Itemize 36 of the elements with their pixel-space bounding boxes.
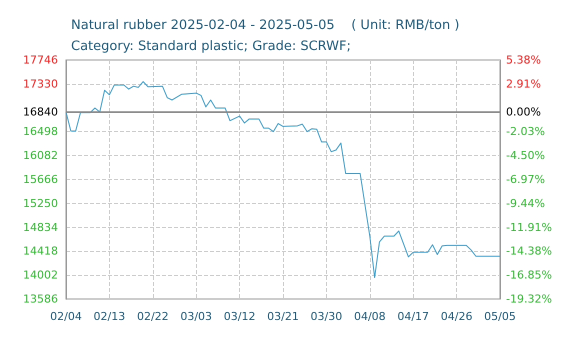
- y-tick-label: 16082: [23, 149, 58, 162]
- y2-tick-label: -9.44%: [506, 196, 545, 210]
- line-series: [66, 81, 500, 278]
- y2-tick-label: -6.97%: [506, 173, 545, 186]
- y-tick-label: 17746: [23, 54, 58, 66]
- y2-tick-label: 0.00%: [506, 106, 541, 119]
- y-tick-label: 15250: [23, 196, 58, 210]
- y-tick-label: 16498: [23, 125, 58, 138]
- x-tick-label: 03/30: [310, 310, 342, 323]
- y2-tick-label: -11.91%: [506, 220, 552, 234]
- y2-tick-label: -4.50%: [506, 149, 545, 162]
- y-tick-label: 14002: [23, 268, 58, 282]
- y2-tick-label: 5.38%: [506, 54, 541, 66]
- x-tick-label: 04/08: [354, 310, 386, 323]
- x-tick-label: 03/12: [224, 310, 256, 323]
- chart-subtitle: Category: Standard plastic; Grade: SCRWF;: [71, 39, 351, 54]
- y2-tick-label: 2.91%: [506, 77, 541, 90]
- y-tick-label: 16840: [23, 106, 58, 119]
- x-tick-label: 02/04: [50, 310, 82, 323]
- y2-tick-label: -19.32%: [506, 292, 552, 306]
- y-tick-label: 14834: [23, 220, 58, 234]
- x-tick-label: 03/03: [180, 310, 212, 323]
- y-tick-label: 14418: [23, 244, 58, 258]
- y2-tick-label: -16.85%: [506, 268, 552, 282]
- y-tick-label: 15666: [23, 173, 58, 186]
- x-tick-label: 04/26: [440, 310, 472, 323]
- y-tick-label: 13586: [23, 292, 58, 306]
- x-tick-label: 04/17: [397, 310, 430, 323]
- x-tick-label: 03/21: [267, 310, 299, 323]
- x-tick-label: 02/22: [136, 310, 169, 323]
- y2-tick-label: -14.38%: [506, 244, 552, 258]
- y2-tick-label: -2.03%: [506, 125, 545, 138]
- x-tick-label: 02/13: [94, 310, 126, 323]
- chart-title: Natural rubber 2025-02-04 - 2025-05-05 ( Unit: RMB/ton ): [71, 18, 460, 33]
- y-tick-label: 17330: [23, 77, 58, 90]
- x-tick-label: 05/05: [484, 310, 516, 323]
